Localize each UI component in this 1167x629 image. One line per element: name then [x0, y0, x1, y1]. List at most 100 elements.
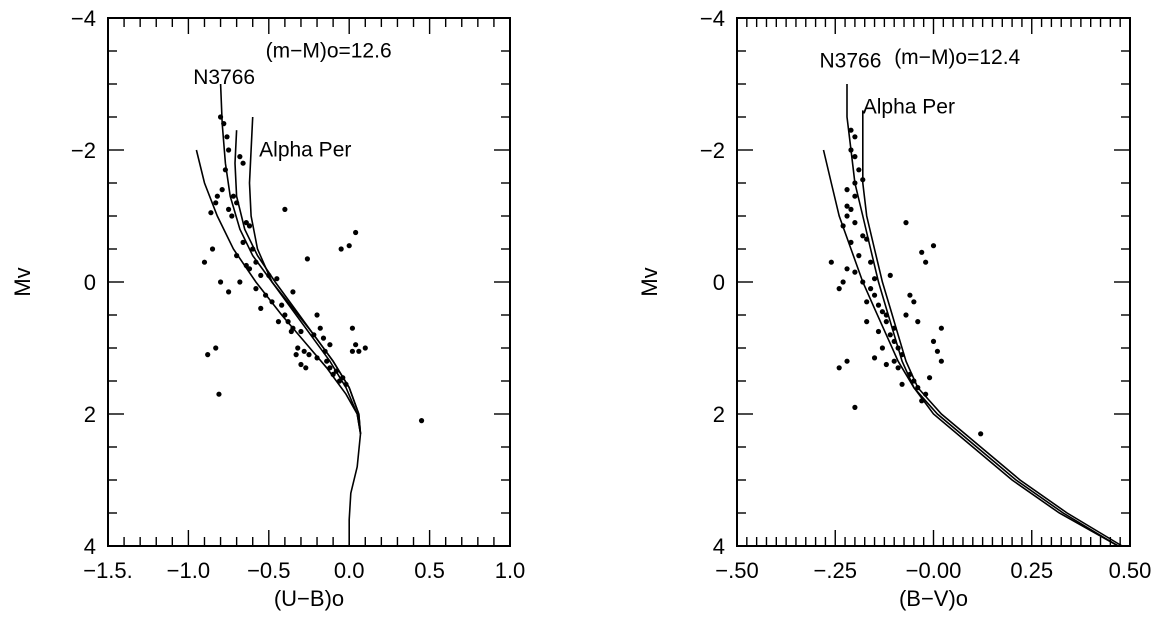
annotation-label: (m−M)o=12.6 — [266, 40, 392, 63]
data-point — [246, 223, 253, 229]
data-point — [895, 365, 901, 371]
data-point — [349, 325, 356, 331]
x-tick-label: −.25 — [814, 558, 857, 583]
x-tick-label: −1.0 — [167, 558, 210, 583]
y-tick-label: 2 — [713, 402, 725, 427]
data-point — [226, 289, 232, 295]
data-point — [213, 345, 219, 351]
data-point — [930, 338, 937, 344]
data-point — [298, 361, 304, 368]
data-point — [320, 335, 327, 341]
data-point — [303, 365, 309, 371]
annotation-label: Alpha Per — [863, 96, 955, 119]
data-point — [883, 319, 889, 325]
annotation-label: Alpha Per — [259, 139, 351, 162]
data-point — [848, 127, 854, 133]
data-point — [306, 352, 312, 358]
data-point — [253, 259, 259, 265]
data-point — [840, 279, 846, 285]
data-point — [327, 365, 333, 371]
data-point — [314, 355, 320, 361]
data-point — [879, 345, 886, 351]
y-tick-label: −2 — [700, 138, 725, 163]
data-point — [258, 272, 264, 278]
y-tick-label: −2 — [71, 138, 96, 163]
data-point — [930, 243, 937, 249]
data-point — [923, 259, 929, 265]
data-point — [295, 345, 301, 351]
data-point — [915, 385, 921, 391]
data-point — [282, 206, 288, 212]
data-point — [243, 262, 249, 269]
data-point — [217, 114, 224, 120]
data-point — [285, 319, 291, 325]
data-point — [875, 302, 882, 308]
y-tick-label: 4 — [713, 534, 725, 559]
data-point — [860, 233, 866, 239]
data-point — [836, 365, 842, 371]
annotation-label: N3766 — [193, 66, 255, 89]
x-axis-label: (B−V)o — [899, 586, 968, 611]
data-point — [346, 243, 352, 249]
isochrone-curve — [234, 130, 362, 434]
data-point — [230, 193, 237, 199]
data-point — [915, 319, 921, 325]
data-point — [852, 134, 858, 140]
data-point — [418, 418, 425, 424]
data-point — [887, 272, 893, 278]
data-point — [224, 134, 230, 140]
data-point — [205, 352, 211, 358]
data-point — [848, 206, 854, 212]
data-point — [852, 193, 858, 199]
data-point — [852, 404, 858, 410]
data-point — [938, 358, 944, 364]
data-point — [875, 328, 882, 335]
data-point — [240, 239, 246, 245]
x-tick-label: −0.00 — [906, 558, 962, 583]
data-point — [844, 358, 850, 364]
data-point — [864, 299, 870, 305]
data-point — [978, 431, 984, 437]
data-point — [327, 342, 333, 348]
data-point — [353, 229, 359, 236]
y-tick-label: −4 — [71, 6, 96, 31]
data-point — [246, 266, 253, 272]
data-point — [288, 328, 294, 335]
data-point — [201, 259, 208, 265]
data-point — [349, 348, 356, 354]
data-point — [864, 319, 870, 325]
data-point — [899, 352, 905, 358]
right-panel-bv: −.50 −.25 −0.00 0.25 0.50 −4 −2 0 2 4 (B−V)o Mv N376… — [637, 6, 1151, 611]
data-point — [903, 312, 909, 318]
x-axis-label: (U−B)o — [274, 586, 344, 611]
data-point — [237, 154, 243, 160]
data-point — [856, 253, 862, 259]
isochrone-curve — [822, 149, 1119, 547]
data-point — [856, 167, 862, 173]
x-tick-label: 1.0 — [495, 558, 526, 583]
data-point — [911, 378, 917, 384]
x-tick-label: 0.25 — [1010, 558, 1053, 583]
data-point — [311, 332, 317, 338]
data-point — [891, 325, 897, 331]
data-point — [852, 180, 858, 186]
data-point — [314, 312, 320, 318]
isochrone-curve — [846, 84, 1119, 547]
data-point — [293, 352, 299, 358]
y-axis-label: Mv — [10, 267, 35, 296]
data-point — [844, 203, 850, 209]
data-point — [274, 276, 280, 282]
data-point — [868, 286, 874, 292]
y-tick-label: 2 — [84, 402, 96, 427]
data-point — [864, 236, 870, 242]
data-point — [213, 200, 219, 206]
data-point — [229, 213, 235, 219]
data-point — [340, 375, 346, 381]
data-point — [226, 147, 232, 153]
data-point — [222, 167, 228, 173]
isochrone-curve — [862, 110, 1123, 547]
x-tick-label: 0.50 — [1109, 558, 1152, 583]
data-point — [240, 160, 246, 166]
data-point — [852, 269, 858, 275]
y-tick-label: −4 — [700, 6, 725, 31]
